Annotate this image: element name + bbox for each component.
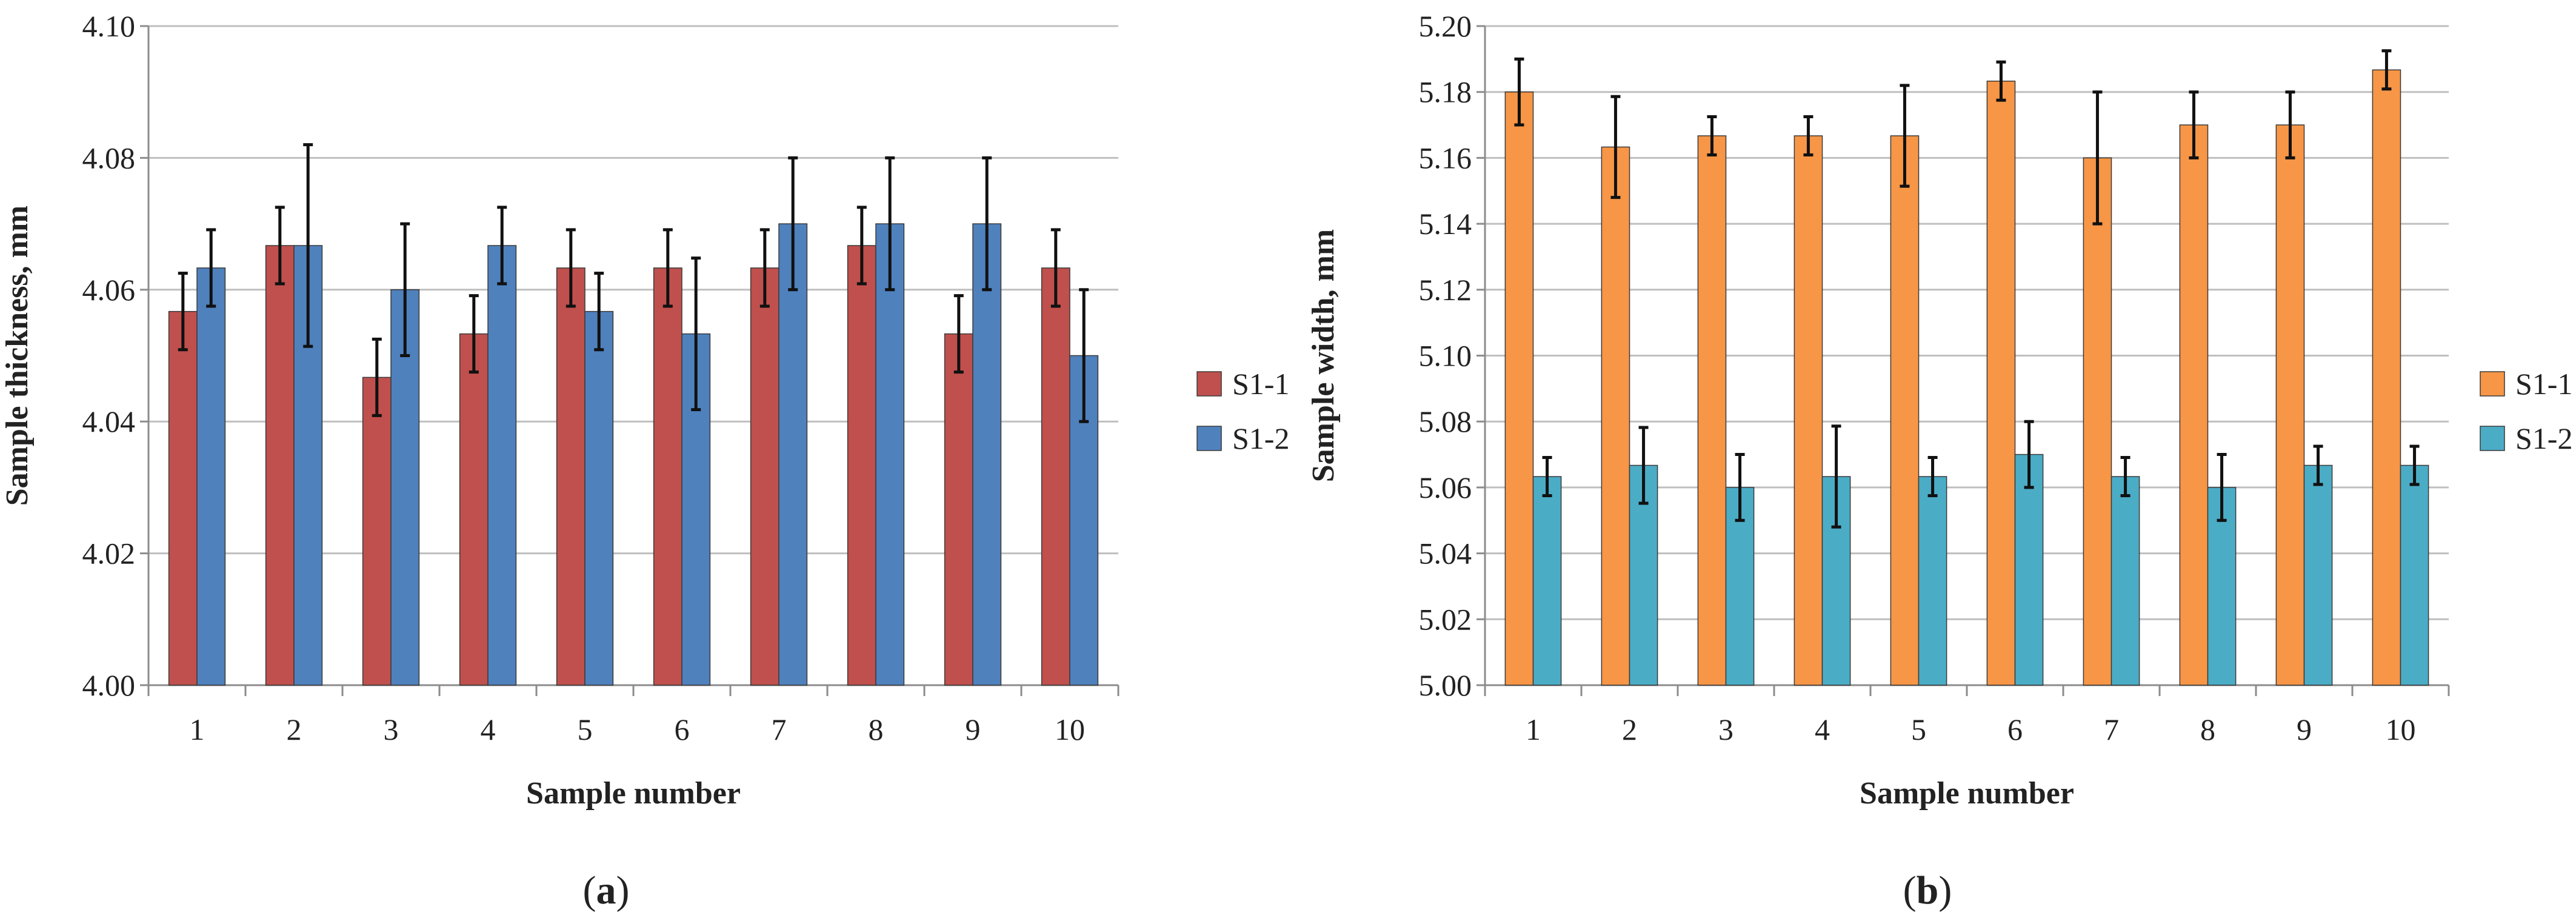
bar-S1-1-3	[362, 377, 392, 686]
x-tick-label: 5	[1911, 712, 1926, 746]
chart-b-width: 5.00 5.02 5.04 5.06 5.08 5.10 5.12 5.14 5.16 5.18…	[1306, 9, 2572, 913]
bar-S1-2-4	[487, 245, 517, 686]
legend-swatch-S1-2	[1196, 426, 1222, 451]
bar-S1-2-1	[196, 267, 226, 686]
legend-label-S1-1: S1-1	[2515, 367, 2572, 401]
x-tick-label: 5	[578, 712, 593, 746]
bar-S1-2-8	[875, 223, 905, 686]
panel-label-open: (	[1903, 868, 1917, 913]
panel-label-letter: b	[1917, 868, 1939, 913]
bar-S1-2-10	[2400, 464, 2429, 686]
panel-label-close: )	[616, 868, 630, 913]
y-tick-label: 5.06	[1419, 471, 1472, 504]
y-tick-label: 5.08	[1419, 404, 1472, 438]
x-tick-label: 9	[966, 712, 981, 746]
bar-S1-2-3	[1725, 487, 1755, 686]
bar-S1-1-7	[750, 267, 779, 686]
y-axis-title: Sample thickness, mm	[0, 206, 35, 506]
x-tick-label: 7	[772, 712, 787, 746]
bar-S1-1-7	[2083, 157, 2112, 686]
x-axis-title: Sample number	[526, 776, 741, 811]
bar-S1-2-9	[2303, 464, 2333, 686]
y-tick-label: 4.02	[82, 537, 136, 571]
legend-swatch-S1-1	[1196, 371, 1222, 397]
x-tick-label: 8	[869, 712, 884, 746]
panel-label-open: (	[583, 868, 596, 913]
panel-label-letter: a	[596, 868, 616, 913]
bar-S1-1-2	[265, 245, 295, 686]
bar-S1-2-5	[584, 310, 614, 686]
y-tick-label: 4.00	[82, 668, 136, 702]
y-tick-label: 4.04	[82, 404, 136, 438]
x-tick-label: 2	[287, 712, 302, 746]
x-tick-label: 4	[481, 712, 496, 746]
bar-S1-2-5	[1918, 476, 1947, 686]
y-tick-label: 5.12	[1419, 273, 1472, 307]
y-tick-label: 4.10	[82, 9, 136, 43]
bar-S1-1-10	[1041, 267, 1070, 686]
legend-label-S1-2: S1-2	[2515, 421, 2572, 455]
bar-S1-2-6	[2014, 454, 2044, 686]
bar-S1-1-8	[847, 245, 876, 686]
y-axis-title: Sample width, mm	[1306, 229, 1341, 482]
y-tick-label: 5.04	[1419, 537, 1472, 571]
bar-S1-1-6	[653, 267, 682, 686]
bar-S1-1-4	[1794, 135, 1823, 686]
x-tick-label: 2	[1622, 712, 1637, 746]
bar-S1-1-5	[1890, 135, 1920, 686]
legend-swatch-S1-2	[2480, 426, 2505, 451]
panel-label: (b)	[1903, 868, 1952, 913]
chart-a-thickness: 4.00 4.02 4.04 4.06 4.08 4.10 1 2 3 4 5 6 7 8 9 10 Sampl…	[0, 9, 1288, 913]
y-tick-label: 5.02	[1419, 602, 1472, 636]
x-tick-label: 4	[1815, 712, 1830, 746]
x-tick-label: 6	[2007, 712, 2023, 746]
bar-S1-1-2	[1601, 146, 1630, 686]
bar-S1-1-1	[168, 310, 198, 686]
y-tick-label: 5.14	[1419, 207, 1472, 241]
y-tick-label: 4.06	[82, 273, 136, 307]
y-tick-label: 5.10	[1419, 339, 1472, 373]
y-tick-label: 5.00	[1419, 668, 1472, 702]
x-tick-label: 7	[2104, 712, 2119, 746]
bar-S1-1-6	[1986, 81, 2016, 686]
bar-S1-1-4	[459, 333, 489, 686]
bar-S1-1-9	[944, 333, 973, 686]
y-tick-label: 4.08	[82, 141, 136, 175]
bar-S1-2-7	[778, 223, 808, 686]
bar-S1-1-1	[1504, 91, 1534, 686]
y-tick-label: 5.20	[1419, 9, 1472, 43]
x-tick-label: 10	[1055, 712, 1085, 746]
bar-S1-1-5	[556, 267, 586, 686]
bar-S1-1-9	[2275, 124, 2305, 686]
bar-S1-1-10	[2372, 69, 2401, 686]
x-tick-label: 3	[1718, 712, 1733, 746]
bar-S1-1-3	[1697, 135, 1727, 686]
bar-S1-1-8	[2179, 124, 2209, 686]
x-tick-label: 9	[2297, 712, 2312, 746]
legend-swatch-S1-1	[2480, 371, 2505, 397]
x-tick-label: 6	[675, 712, 690, 746]
panel-label: (a)	[583, 868, 630, 913]
bar-S1-2-7	[2111, 476, 2140, 686]
legend-label-S1-2: S1-2	[1232, 421, 1288, 455]
bar-S1-2-9	[972, 223, 1002, 686]
bar-S1-2-1	[1532, 476, 1562, 686]
x-tick-label: 10	[2386, 712, 2416, 746]
x-tick-label: 8	[2200, 712, 2215, 746]
legend-label-S1-1: S1-1	[1232, 367, 1288, 401]
y-tick-label: 5.16	[1419, 141, 1472, 175]
panel-label-close: )	[1938, 868, 1952, 913]
x-tick-label: 3	[384, 712, 399, 746]
y-tick-label: 5.18	[1419, 75, 1472, 109]
x-axis-title: Sample number	[1860, 776, 2074, 811]
x-tick-label: 1	[190, 712, 205, 746]
x-tick-label: 1	[1526, 712, 1541, 746]
